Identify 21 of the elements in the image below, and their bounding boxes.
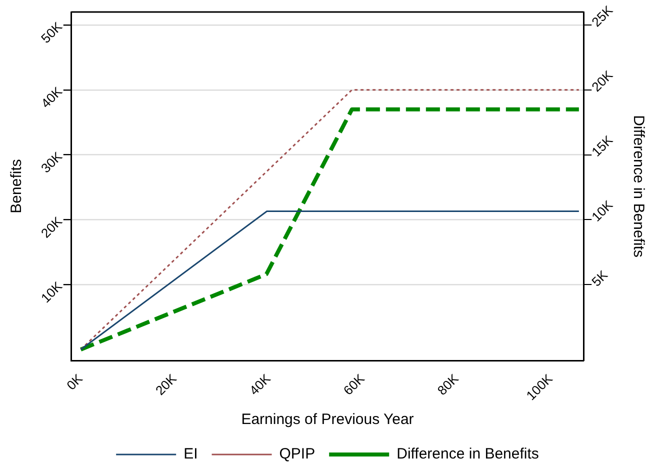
x-tick-label: 80K (434, 370, 462, 398)
x-tick-label: 20K (152, 370, 180, 398)
y2-tick-label: 10K (588, 197, 616, 224)
y2-tick-label: 15K (588, 132, 616, 160)
x-axis-title: Earnings of Previous Year (241, 411, 414, 428)
y-tick-label: 40K (38, 84, 66, 111)
x-tick-label: 40K (246, 370, 274, 398)
y-axis-title: Benefits (8, 159, 26, 214)
x-tick-label: 60K (340, 370, 368, 398)
y-tick-label: 30K (38, 148, 66, 176)
y-tick-label: 20K (38, 213, 66, 241)
legend-label: Difference in Benefits (396, 446, 539, 463)
y-tick-label: 10K (38, 278, 66, 306)
legend-label: QPIP (279, 446, 316, 463)
x-tick-label: 0K (64, 370, 86, 393)
y2-tick-label: 20K (588, 67, 616, 95)
y2-axis-title: Difference in Benefits (630, 115, 647, 258)
y2-tick-label: 25K (588, 2, 616, 30)
y2-tick-label: 5K (588, 267, 611, 290)
y-tick-label: 50K (38, 18, 66, 46)
legend-label: EI (184, 446, 198, 463)
